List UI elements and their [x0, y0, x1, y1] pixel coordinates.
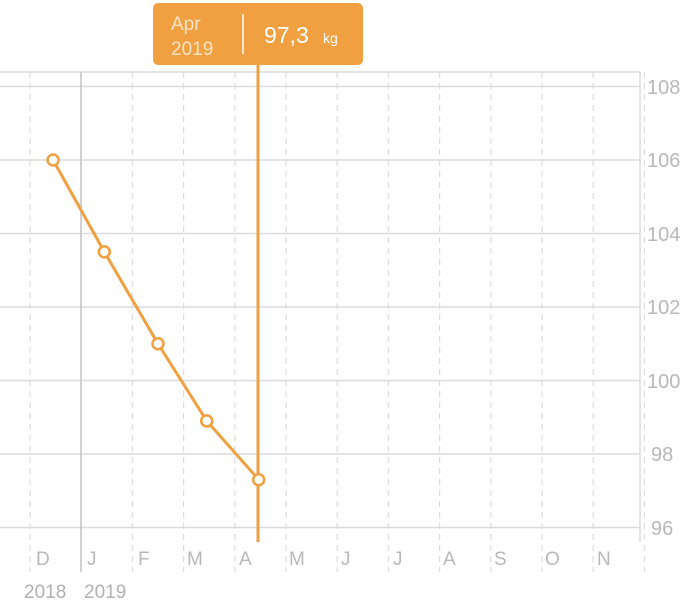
- y-tick-label: 98: [651, 444, 673, 466]
- x-tick-label: D: [36, 549, 50, 570]
- value-tooltip: Apr 2019 97,3 kg: [153, 3, 363, 65]
- y-tick-label: 108: [647, 77, 680, 99]
- tooltip-month: Apr: [171, 14, 201, 35]
- x-tick-label: O: [545, 549, 560, 570]
- x-tick-label: A: [239, 549, 252, 570]
- x-tick-label: M: [289, 549, 305, 570]
- y-tick-label: 100: [647, 371, 680, 393]
- y-tick-label: 106: [647, 150, 680, 172]
- data-point[interactable]: [199, 414, 214, 428]
- tooltip-background: [153, 3, 363, 65]
- tooltip-unit: kg: [323, 30, 338, 46]
- y-axis-labels: 108 106 104 102 100 98 96: [647, 77, 680, 540]
- tooltip-year: 2019: [171, 39, 213, 60]
- horizontal-gridlines: [0, 71, 640, 529]
- x-tick-label: F: [138, 549, 150, 570]
- data-points: [46, 153, 266, 487]
- x-tick-label: N: [597, 549, 611, 570]
- x-tick-label: M: [187, 549, 203, 570]
- x-tick-label: J: [341, 549, 351, 570]
- data-point[interactable]: [251, 472, 266, 487]
- data-point[interactable]: [151, 337, 165, 351]
- x-axis-labels: D J F M A M J J A S O N 2018 2019: [24, 549, 611, 603]
- year-label: 2018: [24, 582, 66, 603]
- x-tick-label: S: [494, 549, 507, 570]
- y-tick-label: 102: [647, 297, 680, 319]
- data-point[interactable]: [46, 153, 60, 167]
- x-tick-label: J: [393, 549, 403, 570]
- x-tick-label: J: [87, 549, 97, 570]
- weight-series-line: [51, 159, 260, 481]
- y-tick-label: 96: [651, 518, 673, 540]
- x-tick-label: A: [443, 549, 456, 570]
- year-label: 2019: [84, 582, 126, 603]
- vertical-gridlines: [29, 72, 646, 572]
- y-tick-label: 104: [647, 224, 680, 246]
- data-point[interactable]: [97, 245, 112, 259]
- tooltip-value: 97,3: [264, 22, 309, 48]
